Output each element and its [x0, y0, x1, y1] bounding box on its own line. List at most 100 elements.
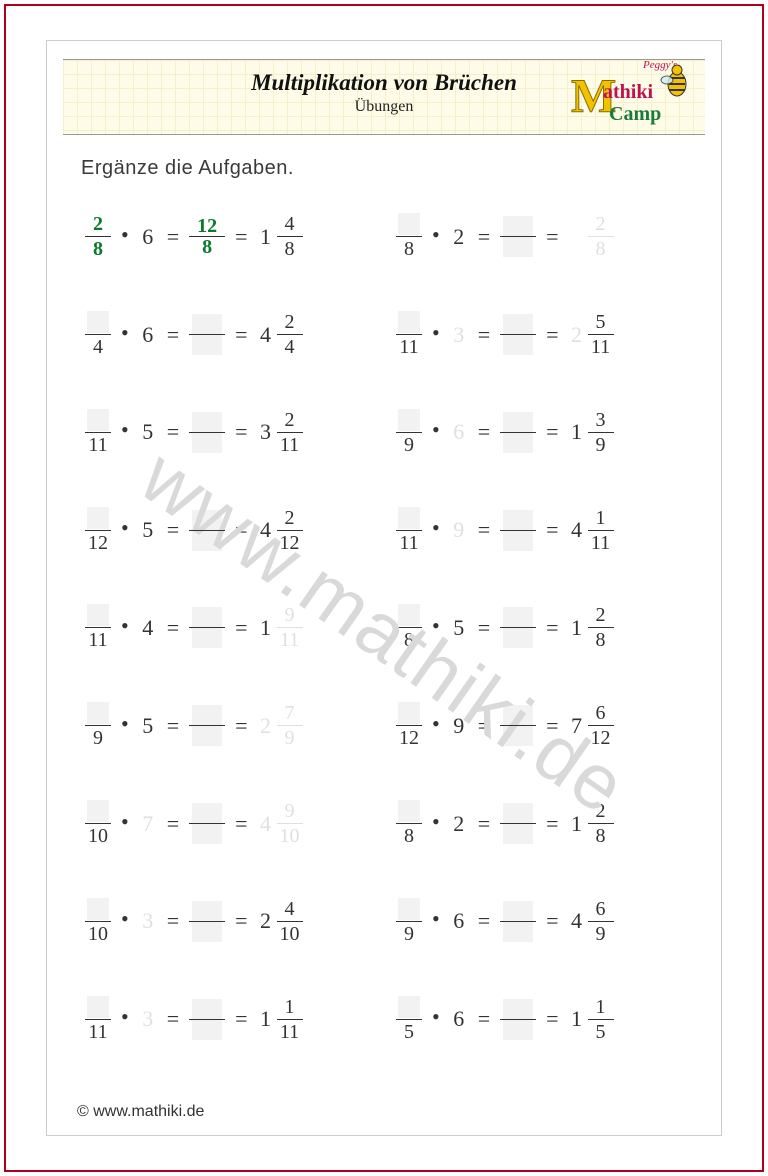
fraction-bar: [500, 921, 536, 922]
fraction: 9: [85, 702, 111, 749]
denominator: [503, 531, 533, 551]
numerator: [87, 507, 109, 529]
denominator: 10: [86, 923, 110, 945]
denominator: [192, 433, 222, 453]
equals: =: [233, 713, 249, 739]
equals: =: [165, 713, 181, 739]
multiplicand: 5: [139, 517, 157, 543]
equals: =: [165, 224, 181, 250]
equals: =: [233, 322, 249, 348]
whole-part: 2: [258, 908, 274, 934]
fraction-bar: [396, 823, 422, 824]
equals: =: [476, 1006, 492, 1032]
denominator: [503, 433, 533, 453]
denominator: 8: [87, 238, 109, 260]
multiply-dot: •: [430, 809, 442, 835]
numerator: 6: [590, 898, 612, 920]
denominator: 8: [590, 238, 612, 260]
equals: =: [476, 517, 492, 543]
whole-part: 2: [569, 322, 585, 348]
fraction-bar: [85, 334, 111, 335]
denominator: 10: [278, 923, 302, 945]
equals: =: [544, 908, 560, 934]
logo-athiki: athiki: [603, 81, 653, 103]
denominator: 8: [590, 629, 612, 651]
multiply-dot: •: [119, 515, 131, 541]
multiplicand: 2: [450, 811, 468, 837]
fraction: 12: [396, 702, 422, 749]
fraction-bar: [588, 432, 614, 433]
denominator: 12: [86, 532, 110, 554]
problem-9-1: 11 • 3 = = 1 1 11: [77, 970, 388, 1068]
numerator: [398, 507, 420, 529]
equals: =: [476, 811, 492, 837]
fraction: [500, 705, 536, 746]
denominator: 12: [397, 727, 421, 749]
denominator: 12: [589, 727, 613, 749]
fraction-bar: [277, 823, 303, 824]
fraction-bar: [277, 530, 303, 531]
numerator: [503, 803, 533, 823]
equals: =: [544, 1006, 560, 1032]
fraction: [189, 705, 225, 746]
footer-copyright: © www.mathiki.de: [77, 1103, 204, 1121]
denominator: 11: [278, 1021, 301, 1043]
problem-9-2: 5 • 6 = = 1 1 5: [388, 970, 699, 1068]
numerator: [192, 412, 222, 432]
numerator: 2: [590, 213, 612, 235]
fraction-bar: [500, 236, 536, 237]
numerator: [192, 705, 222, 725]
numerator: 2: [279, 507, 301, 529]
fraction: [189, 999, 225, 1040]
fraction-bar: [277, 334, 303, 335]
denominator: 8: [590, 825, 612, 847]
fraction: 9 10: [277, 800, 303, 847]
outer-border: Multiplikation von Brüchen Übungen Peggy…: [4, 4, 764, 1172]
numerator: [503, 412, 533, 432]
fraction-bar: [500, 823, 536, 824]
denominator: 8: [279, 238, 301, 260]
numerator: 1: [279, 996, 301, 1018]
mixed-number: 1 9 11: [258, 604, 303, 651]
fraction: 8: [396, 213, 422, 260]
mixed-number: 1 4 8: [258, 213, 303, 260]
multiplicand: 3: [139, 1006, 157, 1032]
equals: =: [233, 419, 249, 445]
fraction-bar: [85, 432, 111, 433]
numerator: [503, 999, 533, 1019]
numerator: [503, 216, 533, 236]
numerator: [398, 213, 420, 235]
fraction: 10: [85, 898, 111, 945]
numerator: [503, 607, 533, 627]
fraction-bar: [277, 432, 303, 433]
whole-part: 1: [258, 1006, 274, 1032]
fraction: 1 5: [588, 996, 614, 1043]
fraction: 11: [85, 996, 111, 1043]
whole-part: 3: [258, 419, 274, 445]
problem-3-2: 9 • 6 = = 1 3 9: [388, 384, 699, 482]
numerator: [398, 702, 420, 724]
multiply-dot: •: [430, 222, 442, 248]
fraction-bar: [396, 530, 422, 531]
fraction-bar: [396, 921, 422, 922]
fraction-bar: [500, 530, 536, 531]
multiply-dot: •: [430, 613, 442, 639]
denominator: 8: [398, 825, 420, 847]
whole-part: 4: [258, 322, 274, 348]
fraction-bar: [588, 823, 614, 824]
multiply-dot: •: [119, 222, 131, 248]
fraction: 12: [85, 507, 111, 554]
equals: =: [544, 224, 560, 250]
multiplicand: 6: [450, 908, 468, 934]
fraction-bar: [500, 432, 536, 433]
fraction: 7 9: [277, 702, 303, 749]
fraction: 2 8: [588, 800, 614, 847]
fraction: 5 11: [588, 311, 614, 358]
whole-part: 1: [569, 811, 585, 837]
fraction: 10: [85, 800, 111, 847]
fraction: [189, 901, 225, 942]
multiplicand: 3: [450, 322, 468, 348]
fraction: [189, 803, 225, 844]
numerator: 12: [192, 216, 222, 236]
equals: =: [544, 713, 560, 739]
